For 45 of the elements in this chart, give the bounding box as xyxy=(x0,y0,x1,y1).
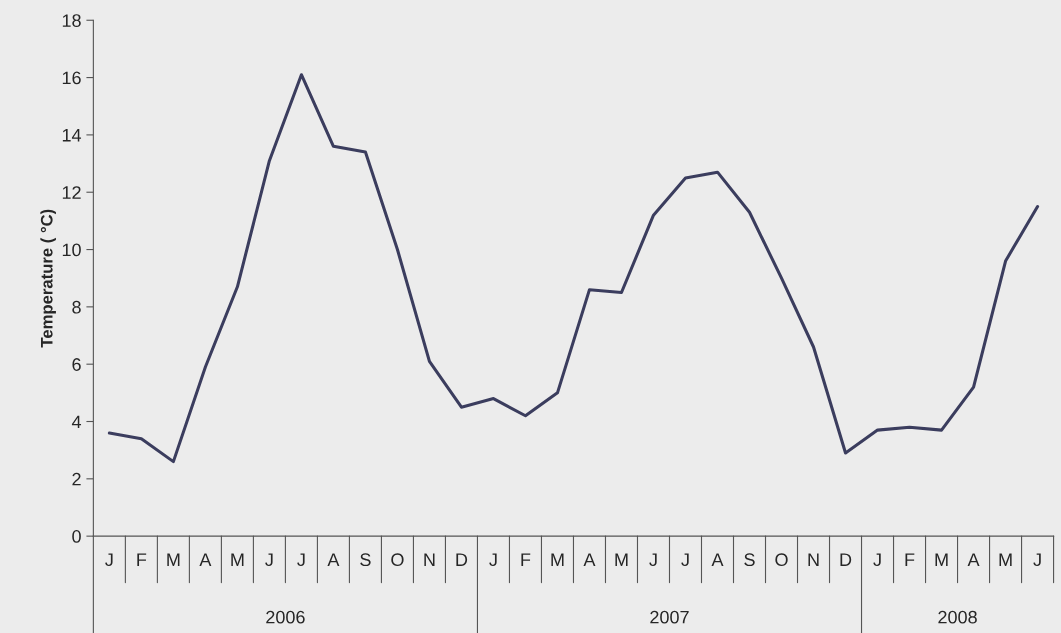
x-tick-label: A xyxy=(583,553,596,566)
x-tick-label: N xyxy=(808,553,819,566)
y-tick-label: 18 xyxy=(62,14,81,27)
text: 2006 xyxy=(266,610,305,624)
x-tick-label: A xyxy=(199,553,212,566)
x-tick-label: J xyxy=(265,553,273,567)
x-tick-label: J xyxy=(1033,553,1041,567)
y-axis-title: Temperature ( °C) xyxy=(40,209,56,348)
x-tick-label: J xyxy=(649,553,657,567)
x-tick-label: M xyxy=(167,553,180,566)
x-tick-label: A xyxy=(967,553,980,566)
x-tick-label: M xyxy=(999,553,1012,566)
y-tick-label: 0 xyxy=(72,530,81,543)
x-tick-label: M xyxy=(615,553,628,566)
x-tick-label: N xyxy=(424,553,435,566)
y-tick-label: 8 xyxy=(72,300,81,314)
x-tick-label: M xyxy=(231,553,244,566)
line-series xyxy=(107,73,1040,464)
x-tick-label: M xyxy=(935,553,948,566)
x-tick-label: D xyxy=(840,553,852,566)
x-tick-label: D xyxy=(456,553,468,566)
x-tick-label: O xyxy=(391,553,404,567)
x-tick-label: O xyxy=(775,553,788,567)
text: 2008 xyxy=(938,610,977,624)
text: 2007 xyxy=(650,610,689,624)
x-tick-label: S xyxy=(360,553,371,567)
x-tick-label: A xyxy=(711,553,724,566)
x-tick-label: F xyxy=(137,553,147,566)
y-tick-label: 2 xyxy=(72,472,81,486)
x-tick-label: F xyxy=(521,553,531,566)
y-tick-label: 16 xyxy=(62,71,81,85)
x-tick-label: S xyxy=(744,553,755,567)
x-tick-label: J xyxy=(681,553,689,567)
x-tick-label: J xyxy=(489,553,497,567)
y-tick-label: 10 xyxy=(62,243,81,257)
y-tick-label: 4 xyxy=(71,415,82,429)
y-tick-label: 12 xyxy=(62,186,81,199)
y-tick-label: 14 xyxy=(62,129,82,142)
x-tick-label: J xyxy=(297,553,305,567)
x-tick-label: A xyxy=(327,553,340,566)
x-tick-label: M xyxy=(551,553,564,566)
y-tick-label: 6 xyxy=(72,358,81,371)
x-tick-label: F xyxy=(905,553,915,566)
x-tick-label: J xyxy=(873,553,881,567)
x-tick-label: J xyxy=(105,553,113,567)
